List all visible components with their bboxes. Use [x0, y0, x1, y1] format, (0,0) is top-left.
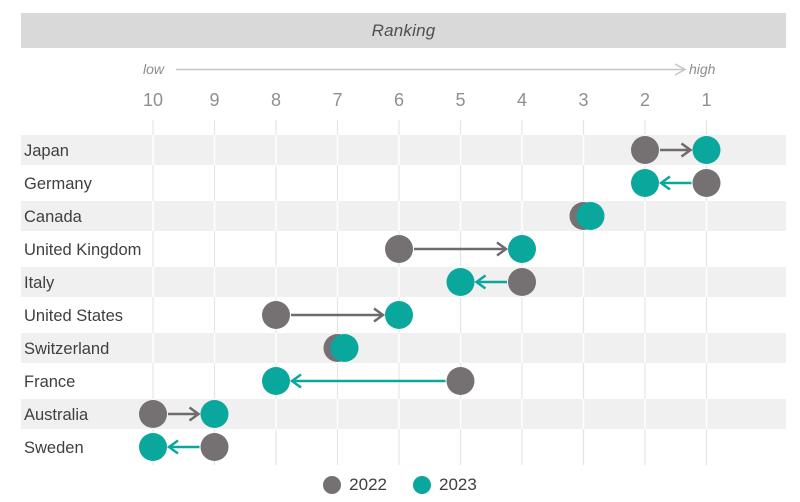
change-arrowhead-icon [474, 274, 487, 290]
axis-tick-label: 3 [578, 90, 588, 110]
legend-dot-2023-icon [413, 476, 431, 494]
axis-tick-label: 10 [143, 90, 163, 110]
row-label: United States [24, 307, 123, 325]
row-label: Sweden [24, 439, 84, 457]
axis-low-label: low [143, 61, 165, 77]
row-label: Japan [24, 142, 69, 160]
axis-tick-label: 8 [271, 90, 281, 110]
axis-tick-label: 5 [455, 90, 465, 110]
row-label: United Kingdom [24, 241, 141, 259]
dot-2023 [508, 235, 536, 263]
axis-tick-label: 6 [394, 90, 404, 110]
axis-tick-label: 9 [209, 90, 219, 110]
dot-2022 [139, 400, 167, 428]
chart-legend: 2022 2023 [0, 475, 800, 495]
dot-2022 [446, 367, 475, 395]
axis-high-label: high [689, 61, 716, 77]
row-label: Australia [24, 406, 89, 424]
dot-2022 [508, 268, 536, 296]
legend-item-2022: 2022 [323, 475, 387, 495]
dot-2023 [139, 433, 167, 461]
dot-2023 [200, 400, 229, 428]
legend-label-2022: 2022 [349, 475, 387, 494]
change-arrowhead-icon [289, 373, 302, 389]
dot-2023 [692, 136, 721, 164]
dot-2023 [385, 301, 413, 329]
dot-2022 [262, 301, 290, 329]
axis-tick-label: 4 [517, 90, 527, 110]
change-arrowhead-icon [166, 439, 179, 455]
dot-2023 [631, 169, 659, 197]
change-arrowhead-icon [680, 142, 693, 158]
dot-2023 [262, 367, 290, 395]
row-label: Canada [24, 208, 83, 226]
change-arrowhead-icon [496, 241, 509, 257]
dot-2022 [385, 235, 413, 263]
legend-item-2023: 2023 [413, 475, 477, 495]
row-band [21, 201, 786, 231]
dot-2022 [631, 136, 659, 164]
legend-label-2023: 2023 [439, 475, 477, 494]
chart-title-bar: Ranking [21, 13, 786, 48]
dot-2022 [200, 433, 229, 461]
change-arrowhead-icon [373, 307, 386, 323]
row-band [21, 267, 786, 297]
axis-direction-arrowhead-icon [674, 63, 687, 76]
dot-2023 [576, 202, 605, 230]
row-label: Germany [24, 175, 93, 193]
dot-2023 [330, 334, 359, 362]
dot-2022 [692, 169, 721, 197]
axis-tick-label: 2 [640, 90, 650, 110]
row-band [21, 333, 786, 363]
change-arrowhead-icon [188, 406, 201, 422]
axis-tick-label: 7 [332, 90, 342, 110]
chart-title: Ranking [371, 20, 436, 40]
dot-2023 [446, 268, 475, 296]
row-label: France [24, 373, 75, 391]
legend-dot-2022-icon [323, 476, 342, 494]
row-label: Switzerland [24, 340, 109, 358]
axis-tick-label: 1 [701, 90, 711, 110]
row-label: Italy [24, 274, 55, 292]
change-arrowhead-icon [658, 175, 671, 191]
row-band [21, 399, 786, 429]
